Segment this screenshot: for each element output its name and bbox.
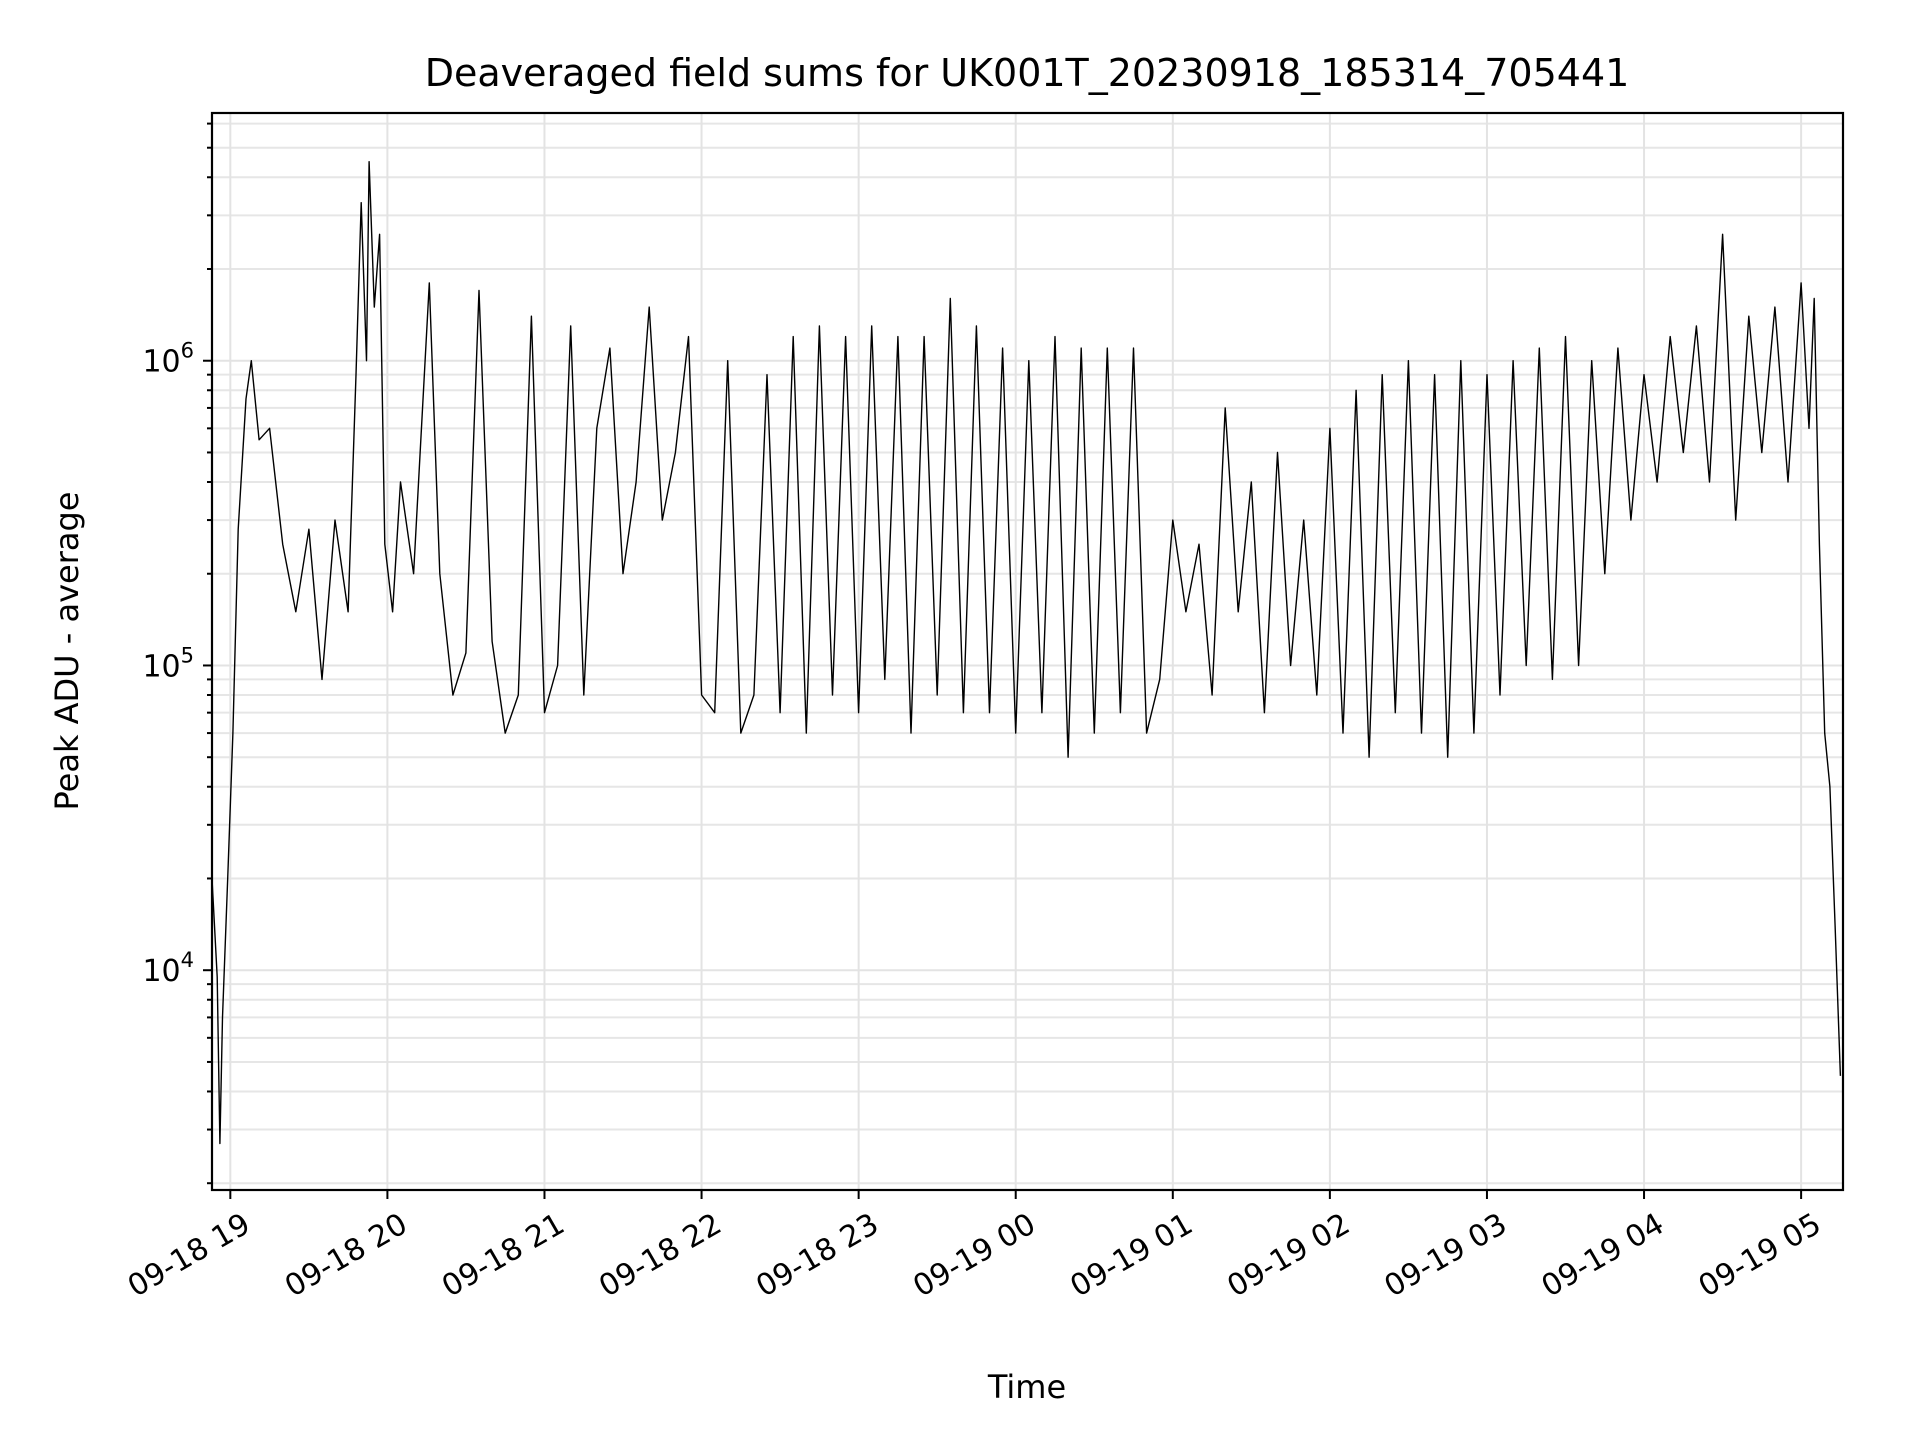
data-series-line: [211, 161, 1842, 1145]
y-tick-label: 105: [142, 643, 194, 684]
y-axis: 104 105 106: [142, 122, 212, 1185]
y-axis-label: Peak ADU - average: [48, 492, 86, 811]
plot-frame: [210, 111, 1845, 1192]
y-tick-label: 104: [142, 948, 194, 989]
series-layer: [211, 161, 1842, 1145]
chart-title: Deaveraged field sums for UK001T_2023091…: [425, 51, 1630, 95]
y-tick-label: 106: [142, 339, 194, 380]
x-axis-label: Time: [987, 1368, 1066, 1406]
